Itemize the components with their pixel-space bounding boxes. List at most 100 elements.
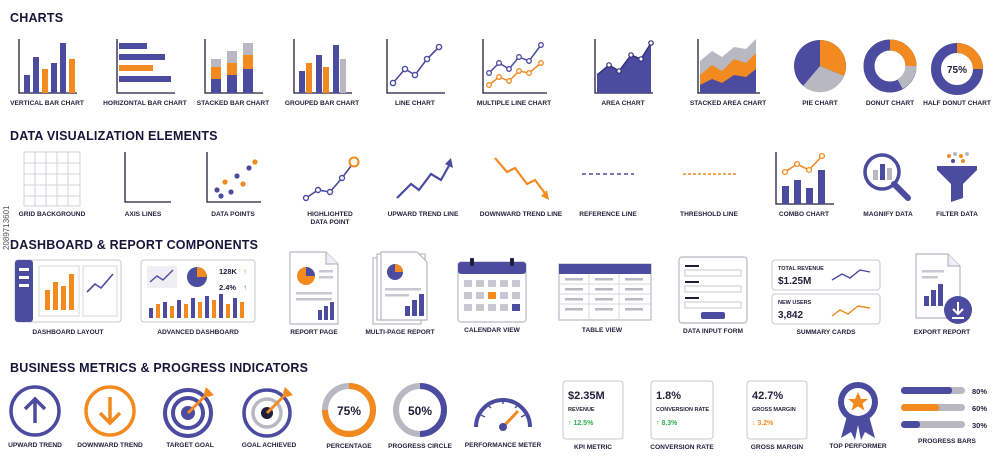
area-chart-item: AREA CHART	[578, 35, 668, 108]
section-title-dashboard: DASHBOARD & REPORT COMPONENTS	[10, 238, 259, 252]
performance-meter-icon	[474, 398, 532, 431]
filter-data-label: FILTER DATA	[936, 211, 978, 218]
downward-trend-icon	[84, 385, 136, 437]
summary-cards-label: SUMMARY CARDS	[796, 329, 856, 336]
multi-page-report-item: MULTI-PAGE REPORT	[355, 250, 445, 337]
kpi-metric-sub: REVENUE	[568, 407, 595, 413]
percentage-value: 75%	[337, 404, 361, 418]
performance-meter-label: PERFORMANCE METER	[464, 442, 542, 449]
export-report-label: EXPORT REPORT	[913, 329, 971, 336]
progress-bar-value-3: 30%	[972, 421, 987, 430]
progress-bars-icon: 80% 60% 30%	[901, 387, 987, 430]
multi-page-report-label: MULTI-PAGE REPORT	[365, 329, 435, 336]
multiple-line-chart-icon	[482, 39, 547, 94]
calendar-view-label: CALENDAR VIEW	[464, 327, 520, 334]
percentage-icon: 75%	[322, 383, 376, 437]
donut-chart-item: DONUT CHART	[845, 35, 935, 108]
summary-cards-item: TOTAL REVENUE $1.25M NEW USERS 3,842 SUM…	[770, 258, 882, 337]
filter-data-item: FILTER DATA	[912, 150, 1000, 219]
stacked-area-chart-icon	[697, 39, 760, 94]
highlighted-data-point-item: HIGHLIGHTED DATA POINT	[285, 150, 375, 227]
data-points-icon	[206, 152, 261, 203]
summary-cards-icon: TOTAL REVENUE $1.25M NEW USERS 3,842	[771, 259, 881, 325]
kpi-metric-delta: ↑ 12.5%	[568, 420, 594, 427]
advanced-dashboard-label: ADVANCED DASHBOARD	[157, 329, 239, 336]
top-performer-label: TOP PERFORMER	[829, 443, 887, 450]
goal-achieved-item: GOAL ACHIEVED	[229, 383, 309, 450]
calendar-view-item: CALENDAR VIEW	[447, 256, 537, 335]
grouped-bar-chart-icon	[293, 39, 352, 94]
table-view-item: TABLE VIEW	[557, 256, 652, 335]
half-donut-chart-icon: 75%	[931, 43, 983, 95]
conversion-rate-icon: 1.8% CONVERSION RATE ↑ 8.3%	[650, 380, 714, 440]
section-title-charts: CHARTS	[10, 11, 64, 25]
data-input-form-item: DATA INPUT FORM	[668, 253, 758, 336]
combo-chart-label: COMBO CHART	[778, 211, 830, 218]
report-page-item: REPORT PAGE	[269, 250, 359, 337]
export-report-item: EXPORT REPORT	[897, 252, 987, 337]
half-donut-chart-label: HALF DONUT CHART	[923, 100, 991, 107]
highlighted-data-point-icon	[302, 156, 360, 202]
summary-card2-value: 3,842	[778, 310, 803, 321]
axis-lines-item: AXIS LINES	[98, 150, 188, 219]
donut-chart-label: DONUT CHART	[865, 100, 915, 107]
summary-card1-title: TOTAL REVENUE	[778, 266, 824, 272]
progress-bar-fill-1	[901, 387, 953, 394]
combo-chart-item: COMBO CHART	[759, 150, 849, 219]
conversion-rate-item: 1.8% CONVERSION RATE ↑ 8.3% CONVERSION R…	[640, 379, 724, 452]
dashboard-layout-label: DASHBOARD LAYOUT	[32, 329, 104, 336]
magnify-data-item: MAGNIFY DATA	[843, 150, 933, 219]
data-points-item: DATA POINTS	[188, 150, 278, 219]
half-donut-value: 75%	[947, 65, 967, 76]
advanced-dashboard-stat1: 128K	[219, 267, 238, 276]
advanced-dashboard-icon: 128K ↑ 2.4% ↑	[140, 259, 256, 323]
target-goal-item: TARGET GOAL	[150, 383, 230, 450]
upward-trend-line-item: UPWARD TREND LINE	[378, 150, 468, 219]
highlighted-data-point-label: HIGHLIGHTED DATA POINT	[307, 211, 353, 226]
advanced-dashboard-stat2: 2.4%	[219, 283, 236, 292]
horizontal-bar-chart-label: HORIZONTAL BAR CHART	[103, 100, 187, 107]
progress-circle-item: 50% PROGRESS CIRCLE	[380, 380, 460, 451]
reference-line-item: REFERENCE LINE	[563, 150, 653, 219]
summary-card1-value: $1.25M	[778, 276, 811, 287]
calendar-view-icon	[457, 258, 527, 323]
conversion-rate-value: 1.8%	[656, 390, 681, 402]
report-page-icon	[289, 251, 339, 325]
gross-margin-label: GROSS MARGIN	[750, 444, 804, 451]
conversion-rate-sub: CONVERSION RATE	[656, 407, 709, 413]
threshold-line-icon	[683, 173, 737, 175]
multi-page-report-icon	[372, 251, 428, 325]
gross-margin-icon: 42.7% GROSS MARGIN ↓ 3.2%	[746, 380, 808, 440]
top-performer-icon	[838, 382, 878, 440]
kpi-metric-item: $2.35M REVENUE ↑ 12.5% KPI METRIC	[556, 379, 630, 452]
svg-text:↑: ↑	[243, 267, 247, 276]
grid-background-icon	[23, 151, 81, 207]
progress-bar-fill-2	[901, 404, 940, 411]
line-chart-label: LINE CHART	[395, 100, 435, 107]
dashboard-layout-icon	[14, 259, 122, 323]
half-donut-chart-item: 75% HALF DONUT CHART	[912, 35, 1000, 108]
multiple-line-chart-label: MULTIPLE LINE CHART	[476, 100, 552, 107]
report-page-label: REPORT PAGE	[290, 329, 338, 336]
area-chart-icon	[594, 39, 654, 94]
goal-achieved-label: GOAL ACHIEVED	[241, 442, 297, 449]
gross-margin-item: 42.7% GROSS MARGIN ↓ 3.2% GROSS MARGIN	[736, 379, 818, 452]
svg-text:↑: ↑	[243, 283, 247, 292]
multiple-line-chart-item: MULTIPLE LINE CHART	[469, 35, 559, 108]
summary-card2-title: NEW USERS	[778, 300, 812, 306]
upward-trend-item: UPWARD TREND	[0, 383, 75, 450]
percentage-label: PERCENTAGE	[326, 443, 372, 450]
vertical-bar-chart-icon	[18, 39, 77, 94]
progress-bars-label: PROGRESS BARS	[918, 438, 976, 445]
reference-line-label: REFERENCE LINE	[579, 211, 637, 218]
pie-chart-label: PIE CHART	[802, 100, 838, 107]
table-view-label: TABLE VIEW	[581, 327, 623, 334]
filter-data-icon	[937, 152, 977, 202]
downward-trend-line-icon	[494, 157, 549, 200]
progress-circle-icon: 50%	[393, 383, 447, 437]
advanced-dashboard-item: 128K ↑ 2.4% ↑ ADVANCED DASHBOARD	[138, 258, 258, 337]
gross-margin-value: 42.7%	[752, 390, 783, 402]
downward-trend-line-label: DOWNWARD TREND LINE	[479, 211, 563, 218]
stacked-bar-chart-icon	[204, 39, 263, 94]
